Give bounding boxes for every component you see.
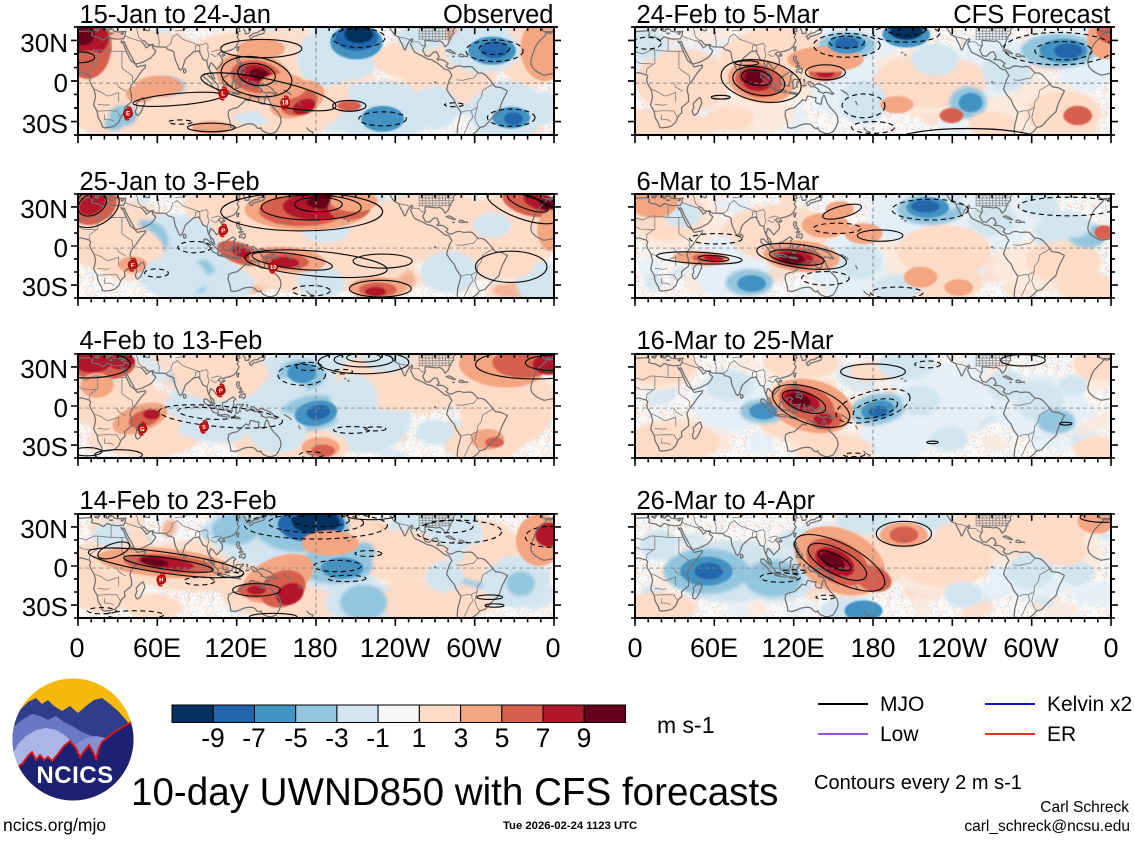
svg-text:P: P	[221, 228, 225, 234]
svg-text:H: H	[159, 577, 163, 583]
svg-text:L: L	[221, 92, 225, 98]
svg-text:P: P	[218, 388, 222, 394]
svg-text:F: F	[130, 263, 134, 269]
svg-text:10: 10	[269, 265, 276, 271]
svg-text:NCICS: NCICS	[36, 762, 113, 789]
svg-text:G: G	[139, 426, 144, 432]
svg-text:E: E	[125, 112, 129, 118]
svg-text:18: 18	[281, 101, 288, 107]
svg-text:5: 5	[202, 424, 206, 430]
